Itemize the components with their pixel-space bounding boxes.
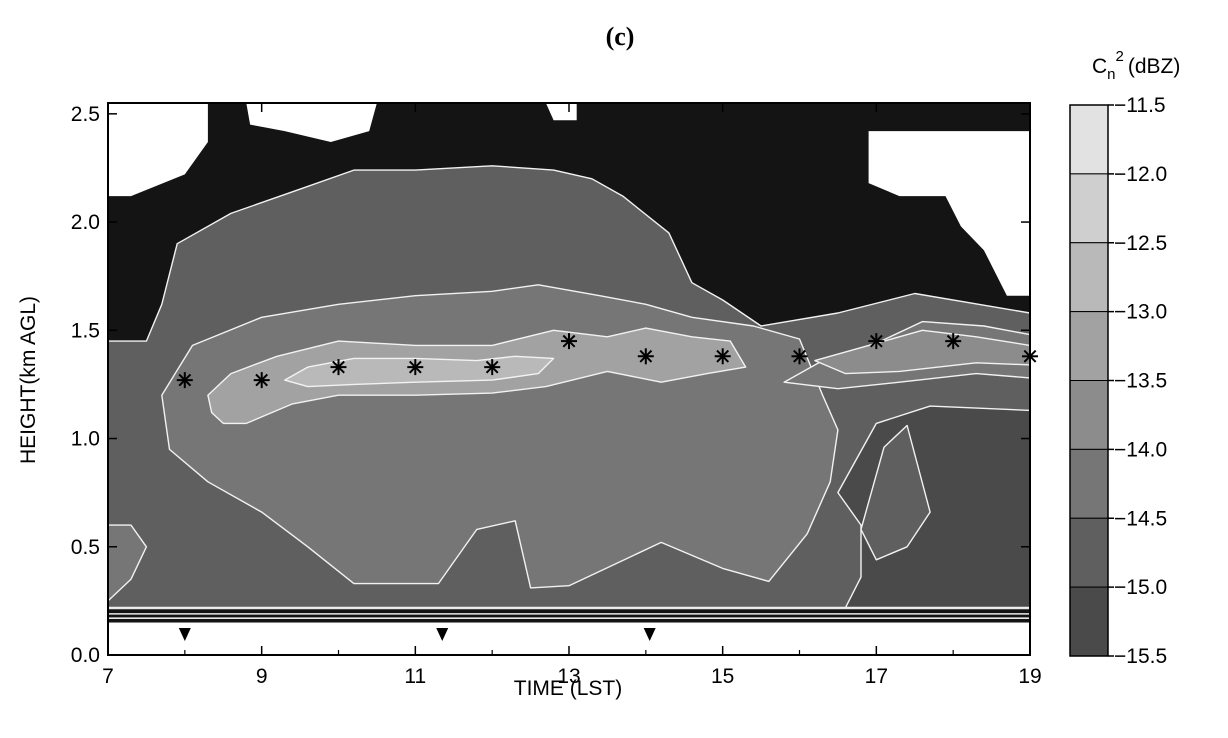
star-marker-10 [868, 333, 885, 350]
star-stroke [639, 349, 653, 363]
panel-label: (c) [606, 22, 635, 51]
triangle-marker-1 [178, 628, 191, 641]
colorbar-level-label: −13.0 [1114, 301, 1167, 324]
no-data-region-2 [246, 103, 377, 142]
plot-area [107, 103, 1031, 655]
no-data-region-4 [868, 131, 1030, 296]
y-tick-label: 1.5 [71, 319, 100, 342]
y-tick-label: 1.0 [71, 428, 100, 451]
triangle-marker-3 [643, 628, 656, 641]
star-marker-11 [945, 333, 962, 350]
x-tick-label: 17 [865, 665, 888, 688]
colorbar-swatch [1069, 517, 1109, 588]
colorbar-level-label: −14.5 [1114, 507, 1167, 530]
colorbar-title-unit: (dBZ) [1128, 55, 1181, 78]
star-marker-9 [791, 348, 808, 365]
x-tick-label: 7 [102, 665, 114, 688]
y-tick-label: 0.0 [71, 644, 100, 667]
star-stroke [485, 360, 499, 374]
colorbar-title-sup: 2 [1116, 48, 1124, 65]
colorbar: −11.5 −12.0 −12.5 −13.0 −13.5 −14.0 −14.5 −15.0… [1069, 94, 1167, 668]
colorbar-level-label: −12.5 [1114, 232, 1167, 255]
y-tick-label: 2.5 [71, 103, 100, 126]
x-tick-label: 13 [557, 665, 580, 688]
y-axis-label: HEIGHT(km AGL) [17, 296, 40, 464]
x-tick-label: 9 [256, 665, 268, 688]
colorbar-swatch [1069, 242, 1109, 313]
colorbar-swatch [1069, 586, 1109, 657]
colorbar-swatch [1069, 104, 1109, 175]
x-tick-label: 11 [404, 665, 426, 688]
star-stroke [332, 360, 345, 374]
star-marker-3 [330, 359, 347, 376]
x-tick-label: 19 [1018, 665, 1041, 688]
colorbar-swatch [1069, 311, 1109, 381]
contour-band-9 [860, 424, 931, 561]
colorbar-swatch [1069, 380, 1109, 450]
star-stroke [408, 360, 422, 374]
star-marker-5 [484, 359, 501, 376]
colorbar-level-label: −15.5 [1114, 645, 1167, 668]
y-tick-label: 0.5 [71, 536, 100, 559]
colorbar-title-sub: n [1107, 66, 1115, 83]
star-marker-1 [176, 372, 193, 389]
star-stroke [178, 373, 192, 387]
markers [176, 333, 1038, 641]
star-stroke [869, 334, 883, 348]
colorbar-title-main: C [1092, 55, 1107, 78]
x-tick-label: 15 [711, 665, 734, 688]
colorbar-level-label: −13.5 [1114, 370, 1167, 393]
colorbar-level-label: −11.5 [1114, 94, 1166, 117]
star-stroke [255, 373, 269, 387]
colorbar-level-label: −12.0 [1114, 163, 1167, 186]
no-data-region-1 [108, 103, 208, 197]
star-marker-2 [253, 372, 270, 389]
star-stroke [716, 349, 730, 363]
star-stroke [562, 334, 576, 348]
colorbar-swatch [1069, 448, 1109, 519]
star-stroke [946, 334, 960, 348]
star-marker-8 [714, 348, 731, 365]
triangle-marker-2 [436, 628, 449, 641]
colorbar-swatch [1069, 173, 1109, 244]
star-marker-7 [637, 348, 654, 365]
star-stroke [793, 349, 806, 363]
x-axis-label: TIME (LST) [514, 677, 623, 700]
colorbar-level-label: −15.0 [1114, 576, 1167, 599]
axes: 7 9 11 13 15 17 19 0.0 0.5 1.0 1.5 2.0 2.5 [71, 102, 1042, 688]
star-marker-6 [561, 333, 577, 350]
colorbar-title: Cn2 (dBZ) [1092, 48, 1180, 83]
y-tick-label: 2.0 [71, 211, 100, 234]
star-marker-4 [407, 359, 424, 376]
colorbar-level-label: −14.0 [1114, 438, 1167, 461]
